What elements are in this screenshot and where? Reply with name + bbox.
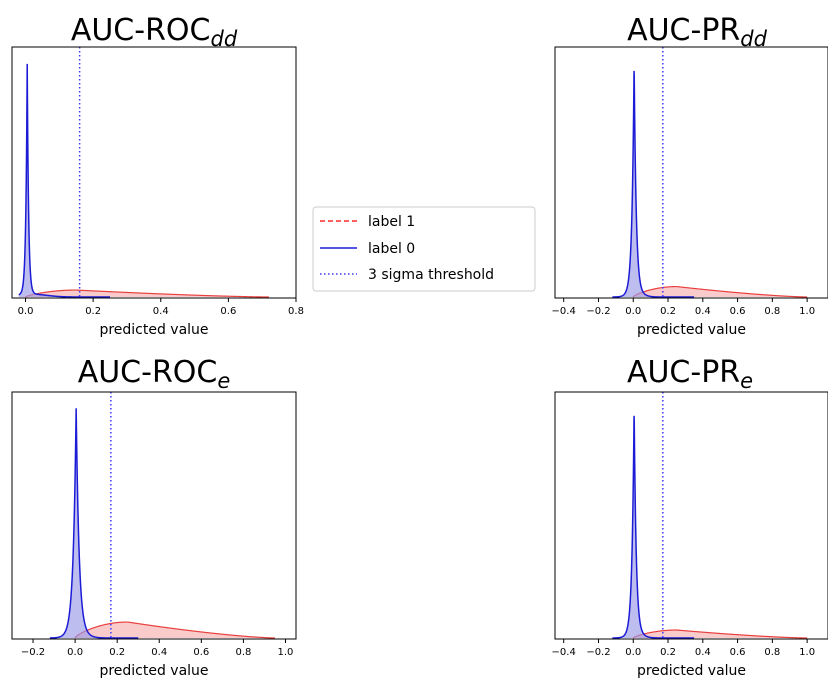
- x-tick-label: 1.0: [278, 647, 294, 658]
- x-tick-label: 0.8: [288, 306, 304, 317]
- label-1-density-fill: [633, 286, 808, 297]
- label-1-density-fill: [75, 622, 275, 638]
- x-axis-label: predicted value: [99, 322, 208, 338]
- x-tick-label: 0.2: [85, 306, 101, 317]
- x-tick-label: 1.0: [799, 306, 815, 317]
- x-tick-label: 0.0: [625, 306, 641, 317]
- label-0-density-fill: [612, 70, 695, 298]
- panel-auc-pr-e: AUC-PRe −0.4 −0.2 0.0 0.2 0.4 0.6 0.8 1.0 predict…: [552, 355, 828, 679]
- legend-label-1: label 1: [368, 214, 415, 230]
- panel-auc-roc-dd: AUC-ROCdd 0.0 0.2 0.4 0.6 0.8 predicted value: [11, 13, 304, 338]
- x-tick-label: 0.6: [730, 306, 746, 317]
- x-tick-label: 0.0: [18, 306, 34, 317]
- legend: label 1 label 0 3 sigma threshold: [312, 206, 536, 292]
- axes-frame: [11, 391, 297, 640]
- x-tick-label: 0.8: [235, 647, 251, 658]
- label-0-density-line: [49, 408, 139, 639]
- label-0-density-fill: [49, 408, 139, 638]
- x-tick-label: −0.4: [552, 306, 576, 317]
- x-tick-label: 1.0: [799, 647, 815, 658]
- plot-area: [612, 47, 808, 298]
- x-tick-label: 0.0: [67, 647, 83, 658]
- panel-title-main: AUC-ROC: [78, 355, 218, 390]
- x-tick-label: −0.2: [586, 647, 610, 658]
- label-1-density-line: [632, 629, 808, 639]
- plot-area: [18, 47, 269, 298]
- panel-auc-roc-e: AUC-ROCe −0.2 0.0 0.2 0.4 0.6 0.8 1.0 predicted …: [11, 355, 297, 679]
- panel-title-subscript: e: [217, 369, 230, 393]
- panel-title: AUC-PRdd: [627, 13, 768, 51]
- label-0-density-fill: [612, 415, 695, 638]
- x-tick-label: −0.4: [552, 647, 576, 658]
- x-tick-label: 0.0: [625, 647, 641, 658]
- axes-frame: [11, 46, 297, 299]
- plot-area: [612, 392, 808, 639]
- x-tick-label: 0.6: [730, 647, 746, 658]
- panel-title-main: AUC-PR: [627, 355, 740, 390]
- label-0-density-line: [612, 70, 695, 298]
- label-0-density-line: [612, 415, 695, 639]
- x-tick-label: 0.6: [220, 306, 236, 317]
- legend-frame: [312, 206, 536, 292]
- panel-title: AUC-ROCe: [78, 355, 231, 393]
- panel-title: AUC-PRe: [627, 355, 753, 393]
- x-tick-label: 0.4: [695, 647, 711, 658]
- x-tick-label: 0.6: [193, 647, 209, 658]
- x-tick-label: 0.8: [764, 647, 780, 658]
- x-tick-label: 0.4: [695, 306, 711, 317]
- axes-frame: [554, 46, 828, 299]
- x-axis-label: predicted value: [637, 663, 746, 679]
- x-tick-label: 0.8: [764, 306, 780, 317]
- x-tick-label: 0.2: [109, 647, 125, 658]
- x-tick-label: 0.2: [660, 647, 676, 658]
- label-1-density-line: [74, 621, 275, 639]
- label-1-density-line: [25, 289, 269, 298]
- panel-title-main: AUC-PR: [627, 13, 740, 48]
- label-0-density-line: [18, 63, 111, 298]
- legend-label-0: label 0: [368, 241, 415, 257]
- x-tick-label: 0.2: [660, 306, 676, 317]
- axes-frame: [554, 391, 828, 640]
- panel-title-subscript: e: [740, 369, 753, 393]
- panel-title: AUC-ROCdd: [71, 13, 238, 51]
- panel-auc-pr-dd: AUC-PRdd −0.4 −0.2 0.0 0.2 0.4 0.6 0.8 1.0 predic…: [552, 13, 828, 338]
- x-tick-label: −0.2: [586, 306, 610, 317]
- x-tick-label: −0.2: [21, 647, 45, 658]
- x-tick-label: 0.4: [153, 306, 169, 317]
- panel-title-main: AUC-ROC: [71, 13, 211, 48]
- legend-label-threshold: 3 sigma threshold: [368, 267, 494, 283]
- x-tick-label: 0.4: [151, 647, 167, 658]
- label-0-density-fill: [18, 63, 111, 297]
- x-axis-label: predicted value: [99, 663, 208, 679]
- x-axis-label: predicted value: [637, 322, 746, 338]
- plot-area: [49, 392, 275, 639]
